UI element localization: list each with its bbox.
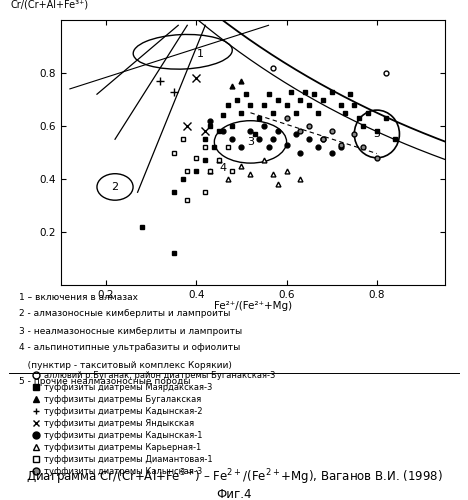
Text: 3: 3 bbox=[247, 137, 254, 147]
Text: 2: 2 bbox=[111, 182, 118, 192]
Text: туффизиты диатремы Маярдакская-3: туффизиты диатремы Маярдакская-3 bbox=[44, 384, 213, 392]
Text: 5 - прочие неалмазоносные породы: 5 - прочие неалмазоносные породы bbox=[19, 378, 190, 386]
Text: туффизиты диатремы Калынская-3: туффизиты диатремы Калынская-3 bbox=[44, 468, 203, 476]
Text: 1 – включения в алмазах: 1 – включения в алмазах bbox=[19, 292, 138, 302]
Text: Cr/(Cr+Al+Fe³⁺): Cr/(Cr+Al+Fe³⁺) bbox=[11, 0, 89, 10]
Text: (пунктир - такситовый комплекс Корякии): (пунктир - такситовый комплекс Корякии) bbox=[19, 360, 232, 370]
Text: аллювий р.Буганак, район диатремы Буганакская-3: аллювий р.Буганак, район диатремы Бугана… bbox=[44, 372, 276, 380]
Text: туффизиты диатремы Карьерная-1: туффизиты диатремы Карьерная-1 bbox=[44, 444, 202, 452]
Text: 1: 1 bbox=[197, 50, 205, 59]
Text: 5: 5 bbox=[373, 129, 380, 139]
Text: 2 - алмазоносные кимберлиты и лампроиты: 2 - алмазоносные кимберлиты и лампроиты bbox=[19, 310, 230, 318]
X-axis label: Fe²⁺/(Fe²⁺+Mg): Fe²⁺/(Fe²⁺+Mg) bbox=[214, 301, 292, 311]
Text: 3 - неалмазоносные кимберлиты и лампроиты: 3 - неалмазоносные кимберлиты и лампроит… bbox=[19, 326, 242, 336]
Text: Фиг.4: Фиг.4 bbox=[216, 488, 252, 500]
Text: туффизиты диатремы Бугалакская: туффизиты диатремы Бугалакская bbox=[44, 396, 202, 404]
Text: Диаграмма Cr/(Cr+Al+Fe$^{3+}$) – Fe$^{2+}$/(Fe$^{2+}$+Mg), Ваганов В.И. (1998): Диаграмма Cr/(Cr+Al+Fe$^{3+}$) – Fe$^{2+… bbox=[26, 468, 442, 487]
Text: туффизиты диатремы Яндыкская: туффизиты диатремы Яндыкская bbox=[44, 420, 195, 428]
Text: туффизиты диатремы Кадынская-2: туффизиты диатремы Кадынская-2 bbox=[44, 408, 203, 416]
Text: 4: 4 bbox=[220, 164, 227, 173]
Text: туффизиты диатремы Кадынская-1: туффизиты диатремы Кадынская-1 bbox=[44, 432, 203, 440]
Text: 4 - альпинотипные ультрабазиты и офиолиты: 4 - альпинотипные ультрабазиты и офиолит… bbox=[19, 344, 240, 352]
Text: туффизиты диатремы Диамантовая-1: туффизиты диатремы Диамантовая-1 bbox=[44, 456, 213, 464]
